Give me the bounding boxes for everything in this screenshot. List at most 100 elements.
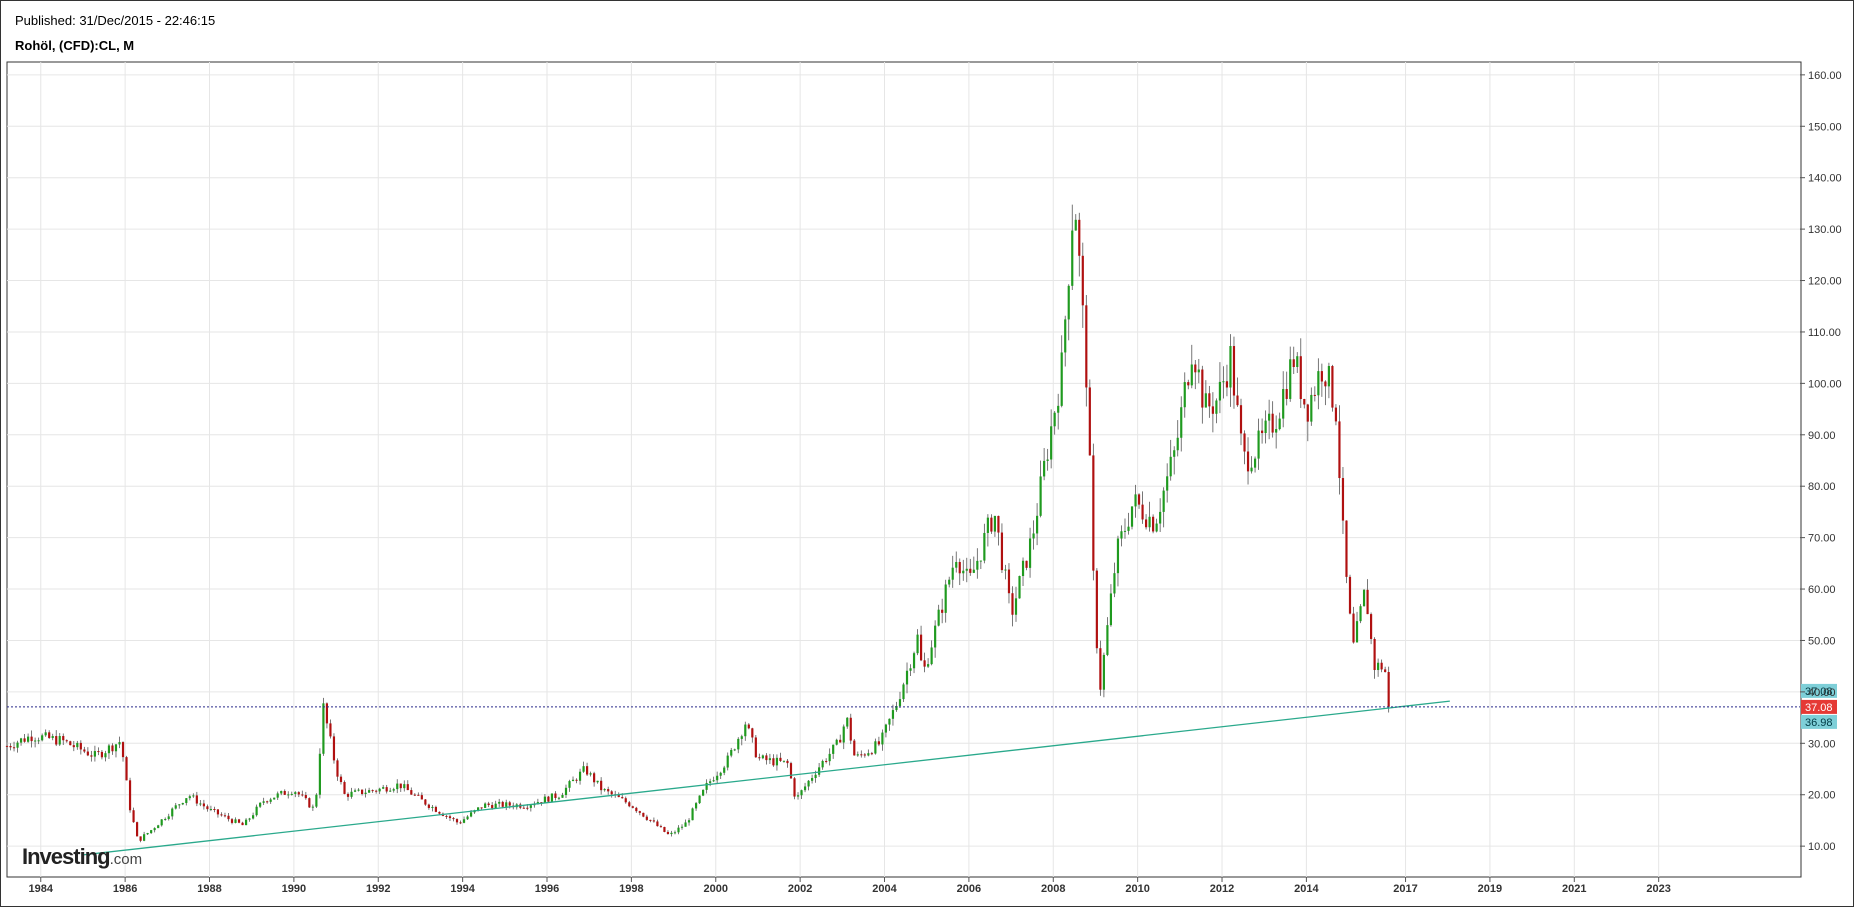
candle-body (1225, 381, 1229, 388)
y-tick-label: 70.00 (1808, 533, 1836, 545)
candle-body (455, 819, 459, 823)
candle-body (406, 784, 409, 791)
candle-body (902, 684, 905, 700)
candle-body (800, 790, 803, 796)
candle-body (635, 807, 638, 812)
candle-body (593, 773, 596, 783)
candle-body (93, 751, 96, 757)
candle-body (747, 724, 750, 729)
candle-body (1102, 654, 1105, 690)
candle-body (832, 744, 835, 754)
candle-body (1092, 455, 1095, 571)
candle-body (16, 742, 19, 748)
candle-body (652, 820, 655, 822)
candle-body (266, 801, 269, 803)
candle-body (927, 664, 930, 667)
candle-body (494, 803, 497, 809)
candle-body (744, 724, 747, 737)
candle-body (1384, 669, 1387, 673)
candle-body (382, 787, 385, 789)
candle-body (596, 780, 599, 783)
candle-body (276, 793, 279, 798)
candle-body (1148, 516, 1151, 528)
candle-body (522, 807, 525, 809)
candle-body (779, 757, 782, 761)
candle-body (1296, 356, 1299, 368)
x-tick-label: 1998 (619, 883, 643, 895)
overlays: 37.08 37.08 36.98 (7, 683, 1837, 856)
candle-body (34, 740, 37, 742)
candle-body (1085, 305, 1088, 388)
candle-body (135, 822, 139, 837)
candle-body (782, 760, 786, 762)
candle-body (814, 774, 817, 779)
candle-body (491, 805, 494, 809)
candle-body (1014, 598, 1018, 615)
candle-body (860, 754, 863, 756)
candle-body (301, 794, 304, 796)
candle-body (944, 584, 947, 613)
candle-body (754, 737, 757, 758)
candle-body (452, 818, 455, 820)
candle-body (178, 804, 181, 806)
x-tick-label: 2010 (1125, 883, 1149, 895)
candle-body (420, 795, 423, 800)
candle-body (76, 742, 79, 748)
candle-body (529, 805, 532, 808)
x-tick-label: 2000 (704, 883, 728, 895)
candle-body (480, 807, 483, 809)
candle-body (424, 799, 427, 805)
candle-body (884, 724, 888, 733)
price-badge-bg (1801, 714, 1837, 729)
candle-body (332, 736, 336, 761)
y-tick-label: 60.00 (1808, 584, 1836, 596)
candle-body (1123, 530, 1127, 532)
candle-body (1134, 494, 1137, 507)
candle-body (1127, 526, 1130, 531)
candle-body (308, 798, 311, 808)
candle-body (164, 819, 167, 821)
candle-body (413, 794, 416, 796)
candle-body (1324, 381, 1327, 387)
candle-body (1320, 371, 1323, 382)
candle-body (311, 806, 314, 808)
x-tick-label: 1996 (535, 883, 559, 895)
candle-body (304, 795, 307, 799)
candle-body (72, 745, 75, 748)
candle-body (1067, 285, 1070, 320)
y-tick-label: 120.00 (1808, 276, 1842, 288)
candle-body (343, 782, 346, 794)
x-tick-label: 1994 (450, 883, 475, 895)
candle-body (941, 609, 944, 613)
candle-body (100, 751, 104, 758)
candle-body (185, 798, 188, 803)
candle-body (396, 783, 399, 790)
candle-body (1028, 538, 1032, 568)
candle-body (417, 794, 420, 796)
candle-body (1050, 426, 1053, 460)
candle-body (786, 760, 789, 764)
candle-body (1152, 516, 1155, 532)
candle-body (1116, 538, 1120, 574)
candle-body (811, 778, 814, 781)
candle-body (1243, 433, 1246, 452)
candle-body (1190, 364, 1193, 386)
price-badge-label: 37.08 (1805, 686, 1833, 698)
candle-body (174, 805, 177, 809)
candle-body (290, 793, 293, 795)
candle-body (1025, 560, 1028, 568)
candle-body (543, 796, 546, 803)
candle-body (849, 717, 852, 741)
candle-body (368, 790, 371, 793)
candle-body (1120, 531, 1123, 539)
plot-area (6, 61, 1802, 878)
candle-body (1000, 532, 1004, 571)
candle-body (923, 660, 926, 667)
candle-body (318, 753, 321, 795)
candle-body (1004, 569, 1007, 571)
x-tick-label: 2002 (788, 883, 812, 895)
candle-body (969, 568, 972, 573)
candle-body (1369, 614, 1373, 639)
candle-body (1359, 606, 1362, 622)
